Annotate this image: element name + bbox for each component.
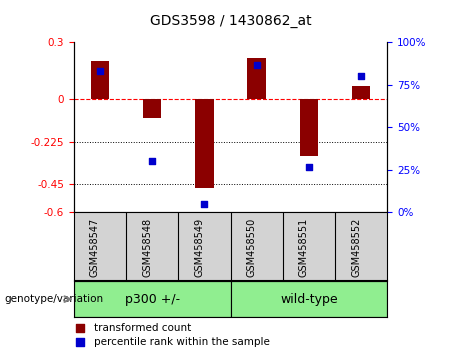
Bar — [248, 58, 266, 99]
Bar — [74, 212, 126, 280]
Point — [201, 201, 208, 207]
Text: p300 +/-: p300 +/- — [124, 293, 180, 306]
Bar — [74, 281, 230, 317]
Point — [357, 74, 365, 79]
Text: percentile rank within the sample: percentile rank within the sample — [94, 337, 270, 348]
Text: GSM458549: GSM458549 — [195, 218, 204, 277]
Text: GSM458548: GSM458548 — [142, 218, 152, 277]
Text: transformed count: transformed count — [94, 322, 191, 332]
Bar — [283, 212, 335, 280]
Point — [148, 159, 156, 164]
Bar — [230, 281, 387, 317]
Text: GDS3598 / 1430862_at: GDS3598 / 1430862_at — [150, 14, 311, 28]
Bar — [91, 61, 109, 99]
Bar — [195, 99, 213, 188]
Bar — [335, 212, 387, 280]
Bar — [143, 99, 161, 118]
Point — [77, 340, 84, 346]
Point — [96, 69, 104, 74]
Point — [305, 164, 313, 169]
Bar — [178, 212, 230, 280]
Text: wild-type: wild-type — [280, 293, 337, 306]
Text: GSM458552: GSM458552 — [351, 218, 361, 277]
Text: GSM458551: GSM458551 — [299, 218, 309, 277]
Bar — [352, 86, 370, 99]
Text: GSM458547: GSM458547 — [90, 218, 100, 277]
Bar — [126, 212, 178, 280]
Point — [77, 325, 84, 330]
Bar — [230, 212, 283, 280]
Point — [253, 62, 260, 67]
Text: genotype/variation: genotype/variation — [5, 294, 104, 304]
Text: GSM458550: GSM458550 — [247, 218, 257, 277]
Bar — [300, 99, 318, 156]
